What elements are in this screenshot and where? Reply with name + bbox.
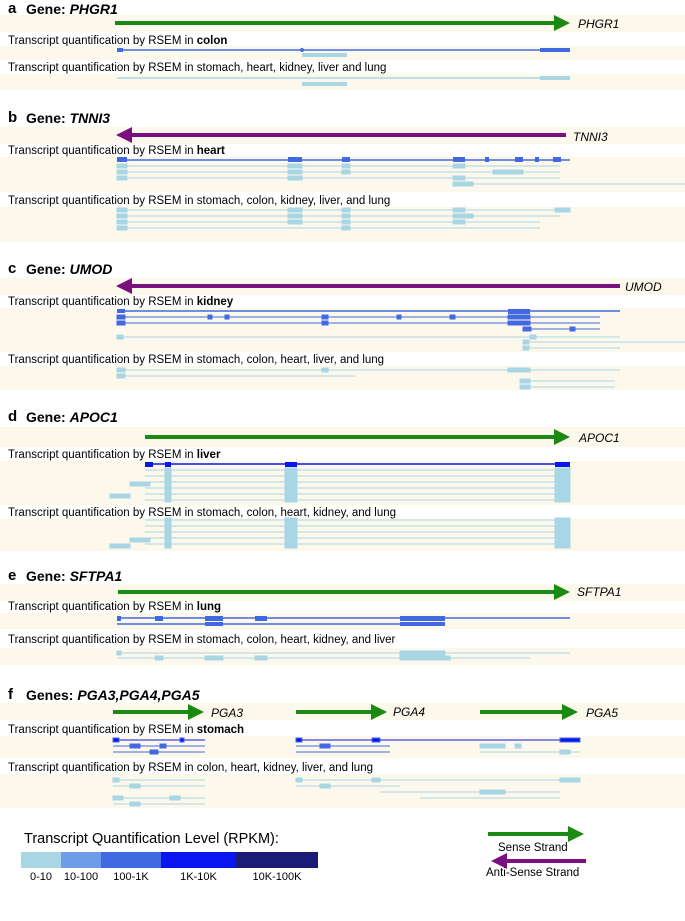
legend-colorbar bbox=[21, 852, 318, 868]
legend-label: 10-100 bbox=[63, 871, 99, 883]
panel-letter: f bbox=[8, 686, 13, 703]
legend-label: 0-10 bbox=[29, 871, 53, 883]
gene-arrow-label-pga4: PGA4 bbox=[393, 705, 426, 719]
gene-title: Genes: PGA3,PGA4,PGA5 bbox=[26, 687, 200, 703]
gene-arrow-label: UMOD bbox=[625, 280, 662, 294]
caption-others: Transcript quantification by RSEM in sto… bbox=[8, 62, 387, 74]
legend-swatch-1 bbox=[61, 852, 101, 868]
gene-arrow-label: SFTPA1 bbox=[577, 585, 622, 599]
gene-arrow-label-pga3: PGA3 bbox=[211, 706, 244, 720]
tracks-f bbox=[112, 737, 581, 807]
gene-title: Gene: TNNI3 bbox=[26, 110, 111, 126]
gene-title: Gene: UMOD bbox=[26, 261, 113, 277]
gene-title: Gene: SFTPA1 bbox=[26, 568, 123, 584]
caption-others: Transcript quantification by RSEM in sto… bbox=[8, 195, 391, 207]
panel-letter: a bbox=[8, 0, 17, 17]
caption-others: Transcript quantification by RSEM in sto… bbox=[8, 507, 397, 519]
legend-swatch-3 bbox=[161, 852, 236, 868]
caption-others: Transcript quantification by RSEM in sto… bbox=[8, 634, 396, 646]
caption-others: Transcript quantification by RSEM in sto… bbox=[8, 354, 385, 366]
legend-label: 1K-10K bbox=[180, 871, 217, 883]
legend-swatch-4 bbox=[236, 852, 318, 868]
tracks-b bbox=[116, 157, 685, 231]
caption-tissue: Transcript quantification by RSEM in lun… bbox=[8, 601, 222, 613]
gene-title: Gene: APOC1 bbox=[26, 409, 118, 425]
gene-arrow-label: APOC1 bbox=[579, 431, 620, 445]
legend-label: 100-1K bbox=[113, 871, 149, 883]
legend-swatch-2 bbox=[101, 852, 161, 868]
caption-tissue: Transcript quantification by RSEM in col… bbox=[8, 35, 228, 47]
tracks-d bbox=[109, 462, 571, 549]
gene-arrow-label: TNNI3 bbox=[573, 130, 608, 144]
legend-swatch-0 bbox=[21, 852, 61, 868]
caption-tissue: Transcript quantification by RSEM in hea… bbox=[8, 145, 225, 157]
caption-others: Transcript quantification by RSEM in col… bbox=[8, 762, 373, 774]
legend-label: 10K-100K bbox=[252, 871, 302, 883]
panel-letter: e bbox=[8, 567, 17, 584]
panel-letter: d bbox=[8, 408, 18, 425]
caption-tissue: Transcript quantification by RSEM in sto… bbox=[8, 724, 245, 736]
tracks-a bbox=[117, 48, 570, 86]
legend-title: Transcript Quantification Level (RPKM): bbox=[24, 831, 279, 847]
panel-letter: c bbox=[8, 260, 17, 277]
caption-tissue: Transcript quantification by RSEM in liv… bbox=[8, 449, 221, 461]
legend-antisense-label: Anti-Sense Strand bbox=[486, 867, 580, 879]
tracks-c bbox=[116, 309, 685, 390]
gene-title: Gene: PHGR1 bbox=[26, 1, 118, 17]
gene-arrow-label: PHGR1 bbox=[578, 17, 620, 31]
panel-letter: b bbox=[8, 109, 18, 126]
gene-arrow-label-pga5: PGA5 bbox=[586, 706, 619, 720]
legend-sense-label: Sense Strand bbox=[498, 842, 568, 854]
caption-tissue: Transcript quantification by RSEM in kid… bbox=[8, 296, 234, 308]
tracks-e bbox=[116, 616, 570, 661]
